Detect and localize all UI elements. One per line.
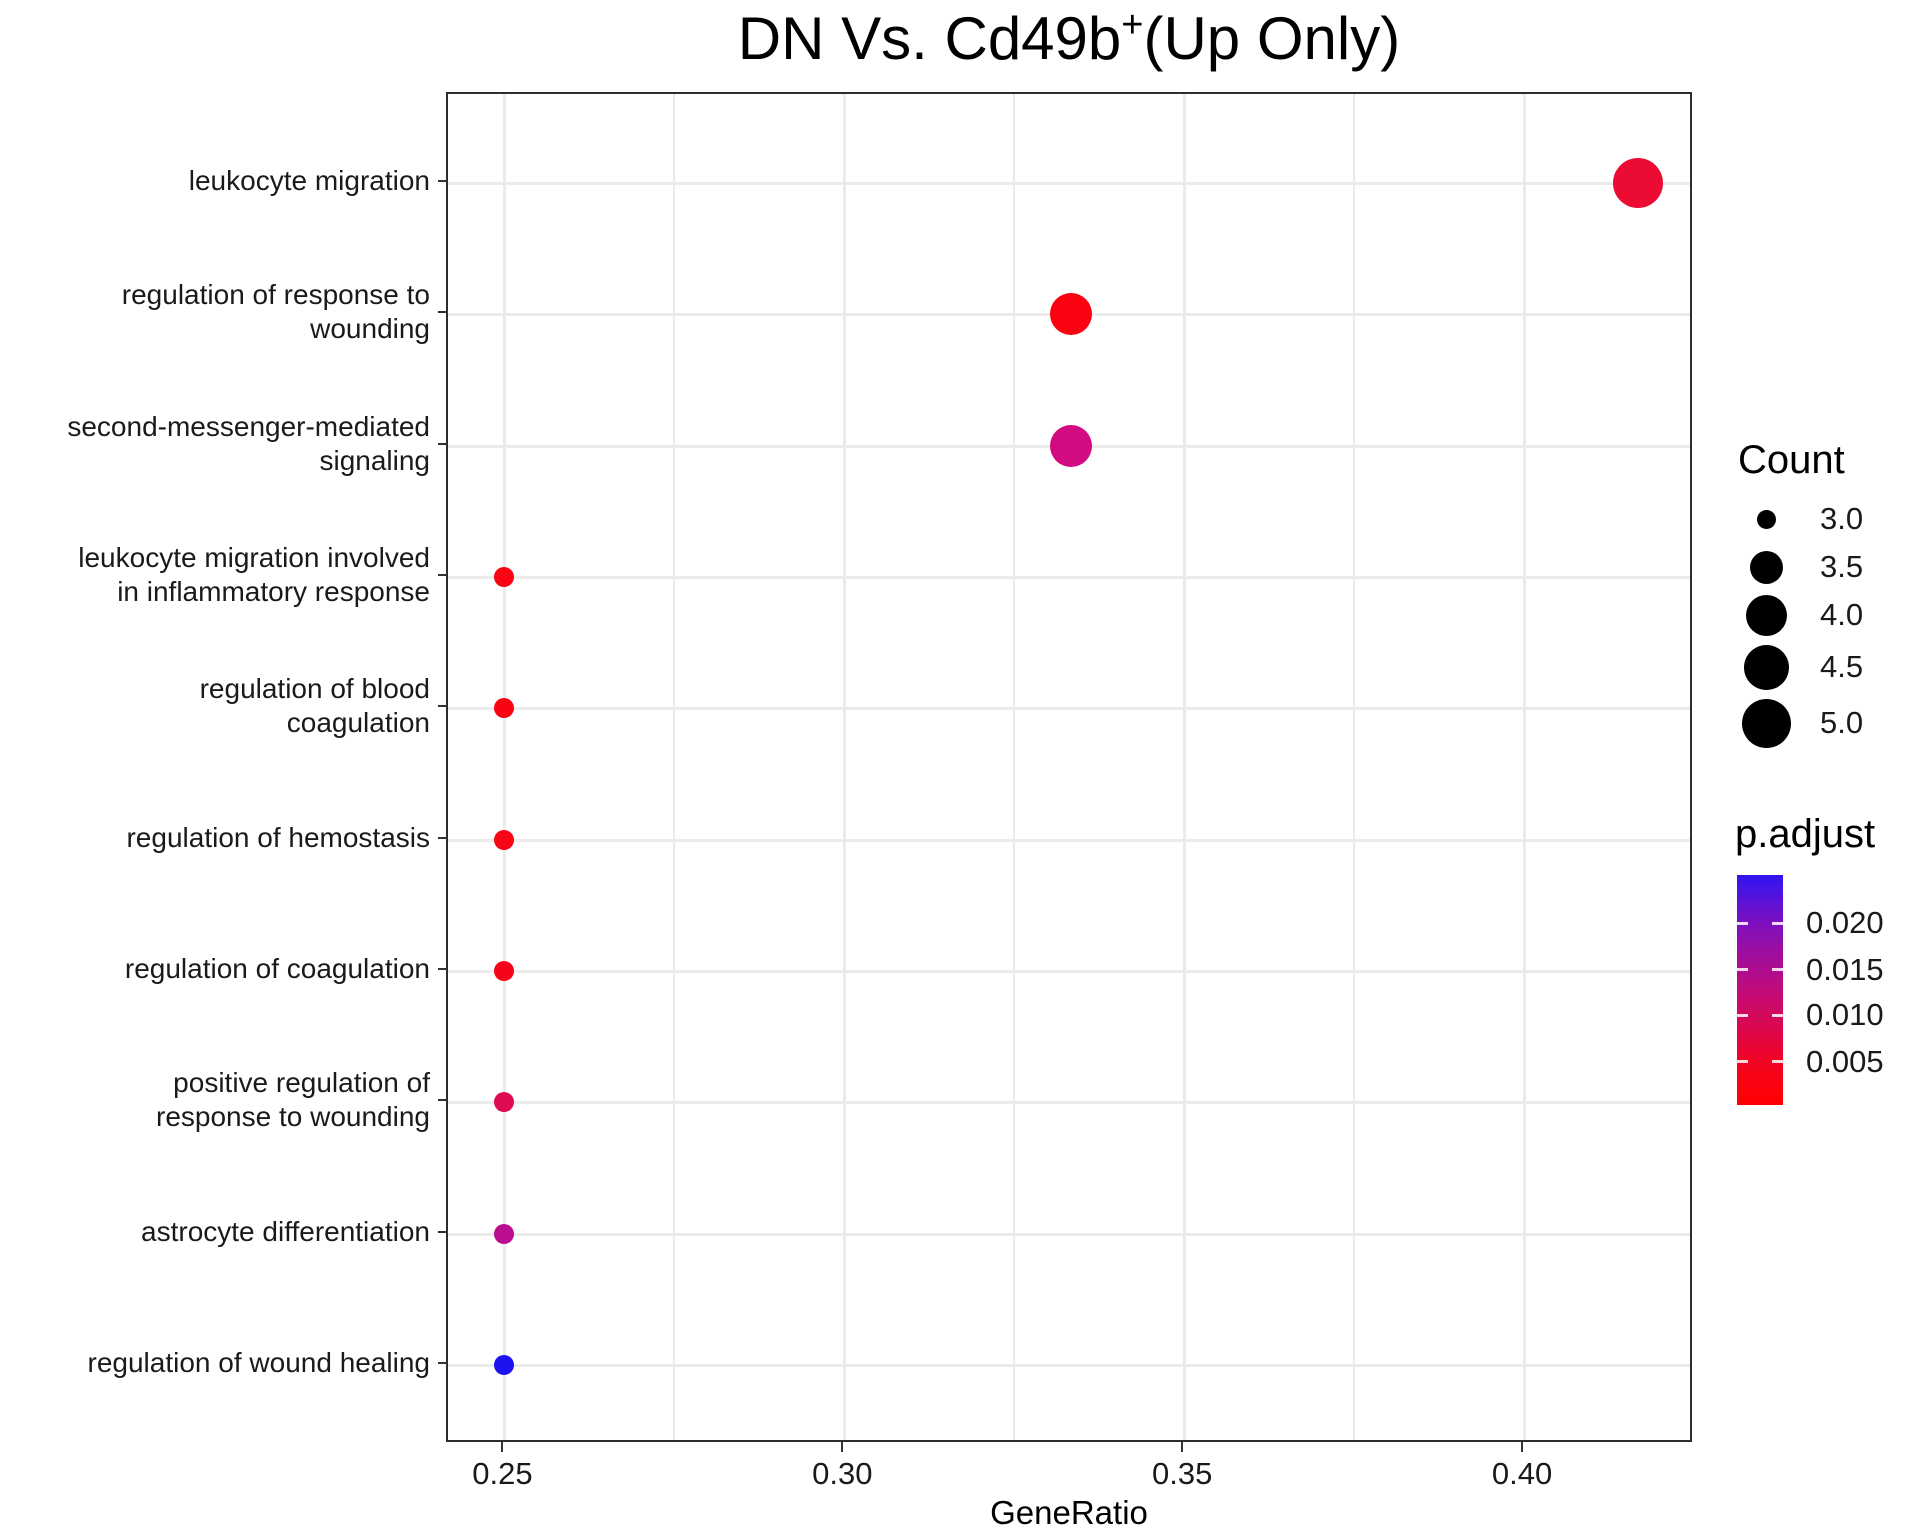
padjust-legend-label: 0.005 (1806, 1043, 1884, 1079)
y-axis-label: leukocyte migration involved in inflamma… (78, 541, 430, 607)
count-legend-label: 5.0 (1820, 705, 1864, 740)
data-point (494, 1224, 515, 1244)
gridline-y-major (448, 181, 1690, 185)
y-axis-label: regulation of coagulation (124, 952, 430, 984)
count-legend-key (1756, 509, 1776, 529)
y-axis-label: regulation of hemostasis (126, 821, 430, 853)
y-axis-label: astrocyte differentiation (141, 1215, 430, 1247)
x-axis-tick-label: 0.30 (812, 1456, 873, 1491)
gridline-x-minor (673, 94, 676, 1440)
padjust-legend-label: 0.020 (1806, 905, 1884, 941)
y-axis-tick (438, 837, 446, 839)
data-point (494, 1092, 515, 1112)
padjust-colorbar-tick (1737, 921, 1748, 925)
gridline-x-minor (1353, 94, 1356, 1440)
padjust-colorbar-tick (1772, 1013, 1783, 1017)
data-point (1612, 158, 1663, 208)
data-point (494, 1355, 515, 1375)
y-axis-tick (438, 180, 446, 182)
y-axis-label: regulation of blood coagulation (199, 672, 430, 738)
gridline-x-major (842, 94, 846, 1440)
x-axis-tick (841, 1442, 844, 1452)
x-axis-tick (1181, 1442, 1184, 1452)
count-legend-label: 4.5 (1820, 649, 1864, 684)
y-axis-tick (438, 705, 446, 707)
plot-title-superscript: + (1121, 4, 1144, 46)
y-axis-tick (438, 1231, 446, 1233)
count-legend-label: 3.5 (1820, 549, 1864, 584)
padjust-colorbar-tick (1772, 921, 1783, 925)
gridline-x-minor (1013, 94, 1016, 1440)
x-axis-tick-label: 0.40 (1491, 1456, 1553, 1491)
y-axis-label: positive regulation of response to wound… (156, 1066, 430, 1132)
data-point (494, 698, 515, 718)
data-point (494, 567, 515, 587)
gridline-x-major (1522, 94, 1526, 1440)
padjust-colorbar-tick (1772, 1060, 1783, 1064)
plot-title-text: DN Vs. Cd49b (737, 5, 1122, 72)
data-point (494, 830, 515, 850)
padjust-legend-label: 0.010 (1806, 997, 1884, 1033)
plot-title-suffix: (Up Only) (1143, 5, 1401, 72)
padjust-colorbar-tick (1737, 968, 1748, 972)
y-axis-tick (438, 443, 446, 445)
data-point (494, 961, 515, 981)
y-axis-tick (438, 968, 446, 970)
y-axis-tick (438, 574, 446, 576)
gridline-y-major (448, 575, 1690, 579)
gridline-x-major (1182, 94, 1186, 1440)
data-point (1049, 293, 1092, 335)
count-legend-label: 4.0 (1820, 597, 1864, 632)
x-axis-tick-label: 0.25 (472, 1456, 533, 1491)
x-axis-title: GeneRatio (990, 1494, 1148, 1531)
count-legend-key (1741, 698, 1791, 748)
gridline-y-major (448, 1363, 1690, 1367)
count-legend-key (1743, 644, 1789, 690)
gridline-y-major (448, 838, 1690, 842)
gridline-x-major (502, 94, 506, 1440)
y-axis-tick (438, 311, 446, 313)
y-axis-tick (438, 1362, 446, 1364)
gridline-y-major (448, 706, 1690, 710)
y-axis-tick (438, 1099, 446, 1101)
padjust-colorbar-tick (1772, 968, 1783, 972)
gridline-y-major (448, 1232, 1690, 1236)
padjust-colorbar (1737, 875, 1783, 1105)
padjust-colorbar-tick (1737, 1013, 1748, 1017)
x-axis-tick (501, 1442, 504, 1452)
count-legend-title: Count (1738, 438, 1845, 482)
y-axis-label: regulation of wound healing (87, 1346, 430, 1378)
count-legend-label: 3.0 (1820, 501, 1864, 536)
padjust-colorbar-tick (1737, 1060, 1748, 1064)
x-axis-tick (1521, 1442, 1524, 1452)
count-legend-key (1749, 550, 1783, 584)
y-axis-label: leukocyte migration (188, 164, 430, 196)
gridline-y-major (448, 1100, 1690, 1104)
plot-title: DN Vs. Cd49b+(Up Only) (446, 4, 1692, 73)
y-axis-label: regulation of response to wounding (121, 278, 430, 344)
y-axis-label: second-messenger-mediated signaling (67, 410, 430, 476)
plot-panel (446, 92, 1692, 1442)
count-legend-key (1745, 594, 1787, 636)
padjust-legend-title: p.adjust (1735, 812, 1876, 856)
padjust-legend-label: 0.015 (1806, 951, 1884, 987)
data-point (1049, 425, 1092, 467)
x-axis-tick-label: 0.35 (1152, 1456, 1213, 1491)
gridline-y-major (448, 969, 1690, 973)
